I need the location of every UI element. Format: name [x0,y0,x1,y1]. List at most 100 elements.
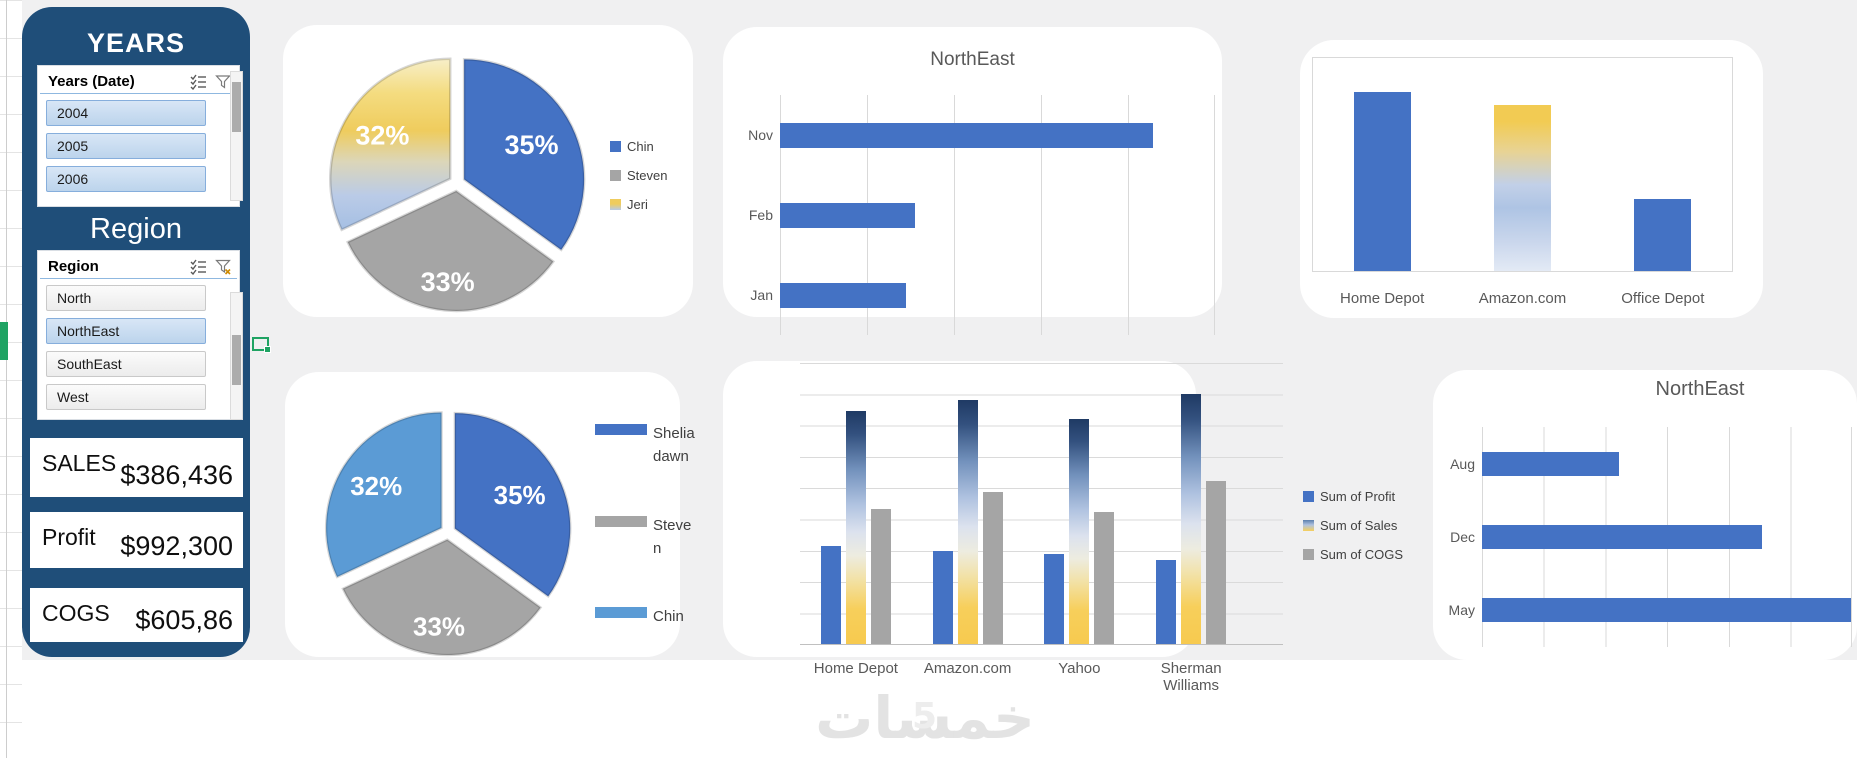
pie-slice-steven [346,189,556,313]
slicer-item-2006[interactable]: 2006 [46,166,206,192]
bar-group-amazon-com [932,363,1003,644]
bar-row: Jan [750,255,1214,335]
slicer-item-west[interactable]: West [46,384,206,410]
clear-filter-icon[interactable] [215,259,231,275]
legend-swatch [610,170,621,181]
years-panel-header: YEARS [86,28,186,58]
bar-sum-of-cogs [870,509,891,644]
category-label: Amazon.com [923,660,1012,677]
bar-sum-of-profit [932,551,953,644]
northeast-month-bar-card-bottom: NorthEast Aug Dec May [1433,370,1857,660]
clustered-plot-area [800,363,1283,645]
years-slicer-scrollbar[interactable] [230,71,243,201]
category-label: Feb [748,207,773,223]
legend-label: Jeri [627,197,648,212]
worksheet-row-gridlines [0,0,22,758]
bar-row: Nov [748,95,1214,175]
slicer-divider [40,278,237,279]
scrollbar-thumb[interactable] [232,335,241,385]
pie-chart-bottom: 35% 33% 32% [324,411,572,657]
bar-group-sherman-williams [1156,363,1227,644]
multi-select-icon[interactable] [190,74,207,90]
pie-bottom-legend: Shelia dawn Steve n Chin [595,422,695,628]
bar-group-home-depot [820,363,891,644]
selected-cell-edge[interactable] [0,322,8,360]
bar-sum-of-cogs [1206,481,1227,644]
category-label: Dec [1450,528,1475,545]
legend-item: Sum of Sales [1303,518,1403,533]
column-category-labels: Home Depot Amazon.com Office Depot [1312,290,1733,307]
region-slicer: Region North NorthEast SouthEast West [37,250,240,420]
chart-title: NorthEast [930,49,1015,70]
legend-swatch [610,141,621,152]
legend-label: Steven [627,168,668,183]
bar-dec [1482,524,1763,549]
selected-cell-outline[interactable] [252,337,271,353]
legend-swatch [595,515,647,527]
pie-data-label: 33% [421,267,475,297]
northeast-month-bar-card-top: NorthEast Nov Feb Jan [723,27,1222,335]
scrollbar-thumb[interactable] [232,82,241,132]
bar-sum-of-profit [820,545,841,644]
legend-label: Sum of COGS [1320,547,1404,562]
region-panel-header: Region [90,213,182,245]
legend-label: Shelia dawn [653,425,695,466]
slicer-item-2005[interactable]: 2005 [46,133,206,159]
pie-data-label: 32% [350,471,402,501]
pie-chart-card-bottom: 35% 33% 32% Shelia dawn Steve n Chin [285,372,695,657]
column-office-depot [1633,198,1691,271]
watermark-digit: 5 [912,696,938,737]
bar-sum-of-sales [1069,419,1090,644]
slicer-divider [40,93,237,94]
legend-item: Chin [610,139,667,154]
kpi-card-sales: SALES $386,436 [30,438,243,497]
bar-plot-area: Aug Dec May [1449,427,1852,647]
bar-group-yahoo [1044,363,1115,644]
legend-swatch [595,424,647,435]
slicer-item-2004[interactable]: 2004 [46,100,206,126]
slicer-item-northeast[interactable]: NorthEast [46,318,206,344]
pie-chart-card-top: 35% 33% 32% Chin Steven Jeri [283,25,693,317]
slicer-panel: YEARS Years (Date) 2004 2005 2006 [22,7,250,657]
category-label: Yahoo [1058,660,1101,677]
column-plot-area [1312,57,1733,272]
years-slicer-title: Years (Date) [48,73,135,90]
legend-item: Sum of COGS [1303,547,1403,562]
bar-row: May [1449,574,1851,647]
kpi-value: $386,436 [120,460,233,490]
pie-slice-chin [324,411,443,579]
kpi-card-profit: Profit $992,300 [30,512,243,568]
bar-sum-of-profit [1156,559,1177,644]
clear-filter-icon[interactable] [215,74,231,90]
slicer-item-southeast[interactable]: SouthEast [46,351,206,377]
category-label: Jan [750,287,773,303]
legend-swatch [1303,549,1314,560]
category-label: May [1448,602,1475,619]
legend-label: Chin [653,608,684,625]
legend-item: Steven [610,168,667,183]
years-slicer-header: Years (Date) [38,66,239,93]
pie-data-label: 35% [494,480,546,510]
bar-nov [780,122,1154,148]
years-slicer-items: 2004 2005 2006 [38,100,239,192]
category-label: Home Depot [813,660,898,677]
category-label: Nov [748,127,773,143]
legend-item: Jeri [610,197,667,212]
legend-item: Steve n [595,514,691,561]
category-label: Aug [1450,455,1475,472]
multi-select-icon[interactable] [190,259,207,275]
bar-may [1482,598,1851,623]
category-label: Office Depot [1621,290,1705,307]
category-label: Home Depot [1340,290,1425,307]
legend-swatch [1303,491,1314,502]
slicer-item-north[interactable]: North [46,285,206,311]
clustered-category-labels: Home Depot Amazon.com Yahoo Sherman William… [800,660,1247,694]
region-slicer-scrollbar[interactable] [230,292,243,420]
pie-chart-top: 35% 33% 32% [328,57,586,313]
legend-label: Sum of Profit [1320,489,1396,504]
watermark-text: خمسات [815,684,1035,752]
pie-slice-shelia-dawn [453,411,572,599]
bar-row: Feb [749,175,1214,255]
legend-swatch [610,199,621,210]
